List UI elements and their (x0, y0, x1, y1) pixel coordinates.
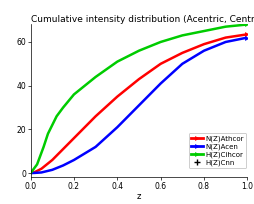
Text: Cumulative intensity distribution (Acentric, Centric: Cumulative intensity distribution (Acent… (30, 15, 254, 24)
Legend: N(Z)Athcor, N(Z)Acen, H(Z)Cihcor, H(Z)Cnn: N(Z)Athcor, N(Z)Acen, H(Z)Cihcor, H(Z)Cn… (188, 133, 245, 169)
X-axis label: z: z (136, 192, 141, 201)
